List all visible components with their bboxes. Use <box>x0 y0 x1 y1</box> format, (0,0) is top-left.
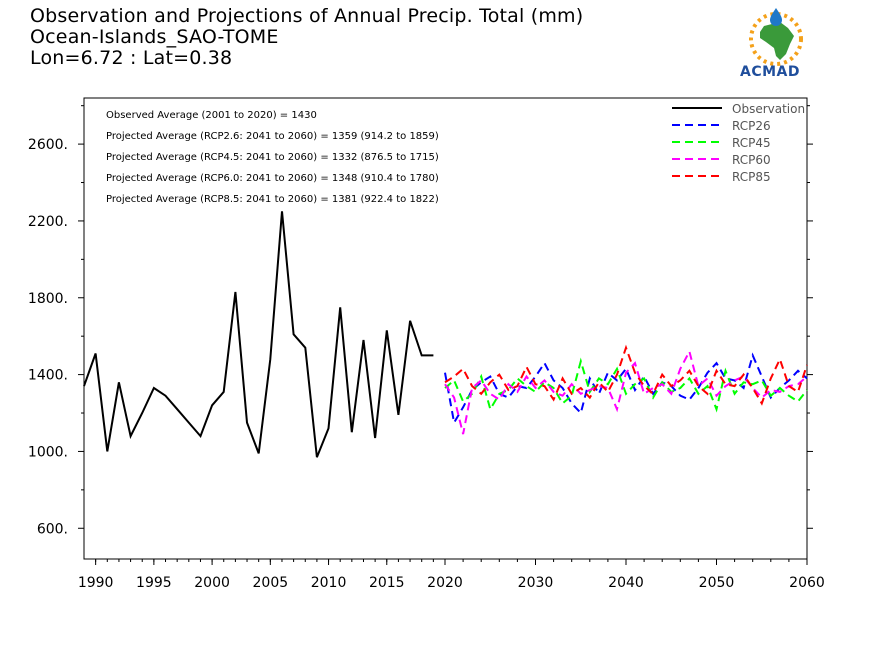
x-tick-label: 2030 <box>518 575 554 591</box>
region-name: Ocean-Islands_SAO-TOME <box>30 26 279 48</box>
annotation-rcp60: Projected Average (RCP6.0: 2041 to 2060)… <box>106 173 439 184</box>
x-tick-label: 2015 <box>369 575 405 591</box>
x-tick-label: 2020 <box>427 575 463 591</box>
sun-rays-icon <box>749 12 803 66</box>
series-line-rcp26 <box>444 352 808 426</box>
y-tick-labels: 600. 1000. 1400. 1800. 2200. 2600. <box>28 137 68 537</box>
water-drop-icon <box>770 8 782 26</box>
plot-frame <box>83 97 808 560</box>
x-tick-label: 2060 <box>789 575 825 591</box>
legend-label-rcp60: RCP60 <box>732 153 771 167</box>
y-tick-label: 2600. <box>28 137 68 153</box>
legend: Observation RCP26 RCP45 RCP60 RCP85 <box>672 102 805 184</box>
y-tick-label: 1800. <box>28 291 68 307</box>
x-tick-label: 2040 <box>608 575 644 591</box>
x-tick-labels: 1990 1995 2000 2005 2010 2015 2020 2030 2040 2050… <box>78 575 825 591</box>
annotation-rcp85: Projected Average (RCP8.5: 2041 to 2060)… <box>106 194 439 205</box>
series-line-observation <box>83 211 434 458</box>
legend-label-observation: Observation <box>732 102 805 116</box>
y-tick-label: 2200. <box>28 214 68 230</box>
series-line-rcp45 <box>444 357 808 413</box>
series-line-rcp85 <box>444 344 808 406</box>
legend-label-rcp26: RCP26 <box>732 119 771 133</box>
series-lines <box>83 211 808 458</box>
y-tick-label: 600. <box>37 521 68 537</box>
annotation-rcp26: Projected Average (RCP2.6: 2041 to 2060)… <box>106 131 439 142</box>
logo-text: ACMAD <box>740 64 800 80</box>
annotation-rcp45: Projected Average (RCP4.5: 2041 to 2060)… <box>106 152 439 163</box>
africa-map-icon <box>760 22 794 60</box>
y-tick-label: 1400. <box>28 368 68 384</box>
chart-title: Observation and Projections of Annual Pr… <box>30 5 584 27</box>
stats-annotations: Observed Average (2001 to 2020) = 1430 P… <box>106 110 439 205</box>
annotation-observed: Observed Average (2001 to 2020) = 1430 <box>106 110 317 121</box>
x-tick-label: 2000 <box>194 575 230 591</box>
x-tick-label: 1995 <box>136 575 172 591</box>
acmad-logo <box>749 8 803 66</box>
axis-ticks <box>78 105 813 565</box>
y-tick-label: 1000. <box>28 444 68 460</box>
legend-label-rcp45: RCP45 <box>732 136 771 150</box>
x-tick-label: 2010 <box>311 575 347 591</box>
x-tick-label: 2050 <box>699 575 735 591</box>
x-tick-label: 2005 <box>253 575 289 591</box>
x-tick-label: 1990 <box>78 575 114 591</box>
legend-label-rcp85: RCP85 <box>732 170 771 184</box>
chart-title-block: Observation and Projections of Annual Pr… <box>30 6 583 69</box>
coordinates-label: Lon=6.72 : Lat=0.38 <box>30 47 233 69</box>
